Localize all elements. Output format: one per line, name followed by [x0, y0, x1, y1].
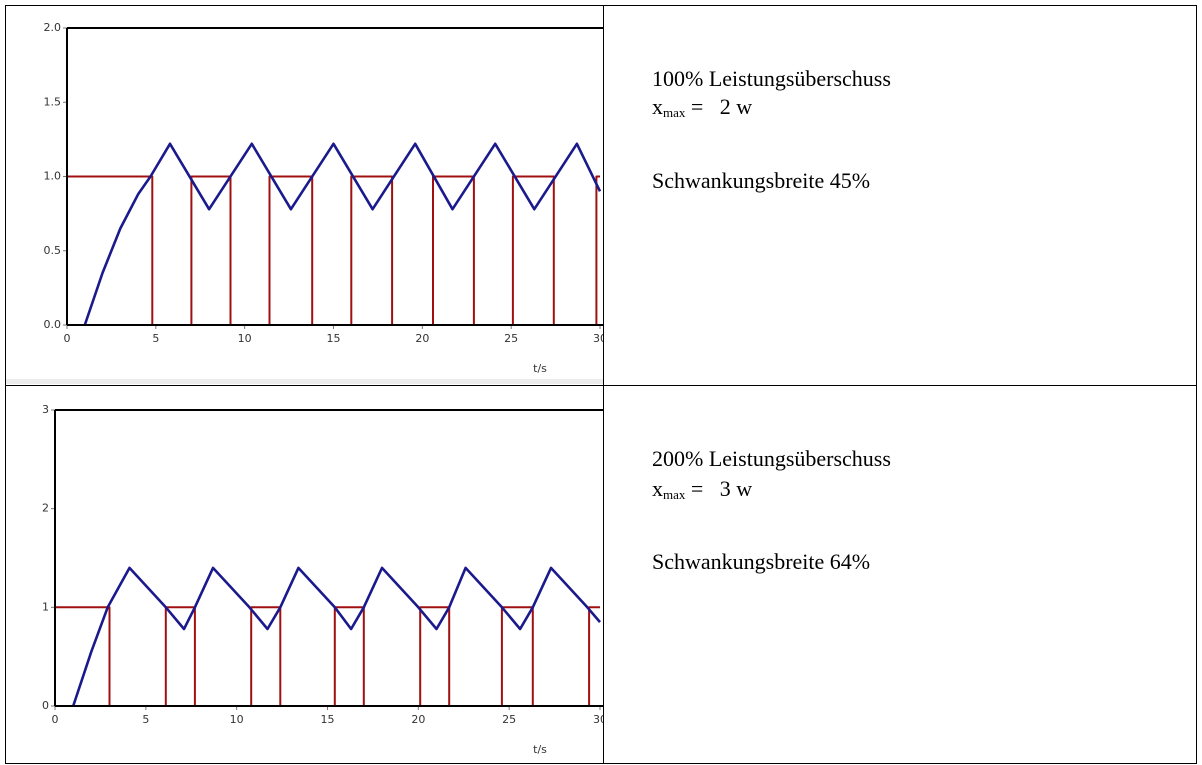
y-tick-label: 0: [42, 699, 49, 712]
x-axis-label: t/s: [533, 743, 547, 756]
x-tick-label: 30: [593, 332, 603, 345]
xmax-line: xmax = 3 w: [652, 476, 752, 503]
x-tick-label: 5: [152, 332, 159, 345]
heading: 100% Leistungsüberschuss: [652, 66, 891, 91]
symbol: x: [652, 476, 663, 501]
value: = 2 w: [685, 94, 753, 119]
x-tick-label: 25: [502, 713, 516, 726]
x-tick-label: 20: [411, 713, 425, 726]
table-border: [603, 5, 604, 764]
note: Schwankungsbreite 64%: [652, 549, 871, 574]
x-tick-label: 15: [327, 332, 341, 345]
x-tick-label: 15: [321, 713, 335, 726]
y-tick-label: 2: [42, 502, 49, 515]
series-line: [71, 566, 601, 707]
y-tick-label: 1.5: [44, 95, 62, 108]
x-tick-label: 0: [52, 713, 59, 726]
x-tick-label: 0: [64, 332, 71, 345]
value: = 3 w: [685, 476, 753, 501]
table-border: [5, 5, 6, 764]
subscript: max: [663, 105, 686, 120]
y-tick-label: 1.0: [44, 170, 62, 183]
table-border: [1196, 5, 1197, 764]
y-tick-label: 0.0: [44, 318, 62, 331]
series-line: [83, 142, 602, 326]
series-line: [67, 175, 600, 326]
y-tick-label: 3: [42, 403, 49, 416]
chart: 0123051015202530t/s: [42, 403, 603, 756]
heading: 200% Leistungsüberschuss: [652, 446, 891, 471]
x-tick-label: 20: [415, 332, 429, 345]
y-tick-label: 2.0: [44, 21, 62, 34]
series-line: [55, 606, 600, 707]
x-tick-label: 10: [238, 332, 252, 345]
note: Schwankungsbreite 45%: [652, 168, 871, 193]
table-border: [5, 763, 1197, 764]
x-tick-label: 25: [504, 332, 518, 345]
chart: 0.0 0.5 1.0 1.5 2.0 0 5 10 15 20 25 30 t/s: [44, 21, 603, 375]
x-axis-label: t/s: [533, 362, 547, 375]
chart-footer-strip: [6, 379, 603, 384]
symbol: x: [652, 94, 663, 119]
x-tick-label: 30: [593, 713, 603, 726]
x-tick-label: 5: [142, 713, 149, 726]
table-border: [5, 385, 1197, 386]
table-border: [5, 5, 1197, 6]
x-tick-label: 10: [230, 713, 244, 726]
subscript: max: [663, 487, 686, 502]
xmax-line: xmax = 2 w: [652, 94, 752, 121]
y-tick-label: 1: [42, 600, 49, 613]
y-tick-label: 0.5: [44, 244, 62, 257]
